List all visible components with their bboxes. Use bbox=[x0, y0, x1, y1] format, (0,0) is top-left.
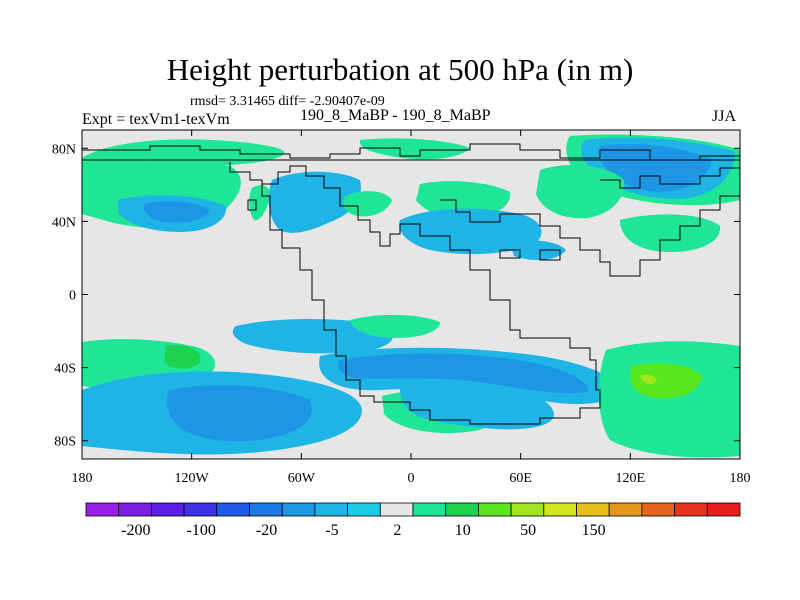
colorbar-swatch bbox=[477, 502, 512, 517]
colorbar-swatch bbox=[445, 502, 479, 517]
colorbar-swatch bbox=[641, 502, 676, 517]
colorbar: -200 -100 -20 -5 2 10 50 150 bbox=[85, 502, 741, 539]
contour-green-s-atlantic bbox=[350, 314, 440, 338]
colorbar-label: -20 bbox=[256, 522, 277, 539]
colorbar-swatch bbox=[118, 502, 152, 517]
contour-green2-australia bbox=[630, 363, 702, 399]
x-tick-label: 180 bbox=[72, 471, 93, 486]
contour-blue-south-band bbox=[232, 319, 393, 354]
colorbar-swatch bbox=[706, 502, 741, 517]
contour-green-europe bbox=[343, 191, 392, 217]
colorbar-swatch bbox=[674, 502, 708, 517]
x-tick-label: 0 bbox=[408, 471, 415, 486]
case-label: 190_8_MaBP - 190_8_MaBP bbox=[300, 107, 491, 124]
contour-blue2-npacific bbox=[143, 201, 210, 223]
colorbar-swatch bbox=[249, 502, 283, 517]
y-tick-label: 80N bbox=[52, 142, 76, 157]
y-tick-label: 0 bbox=[69, 289, 76, 304]
contour-green-n-america bbox=[249, 185, 271, 221]
x-tick-label: 60E bbox=[509, 471, 532, 486]
colorbar-label: 2 bbox=[393, 522, 401, 539]
x-tick-label: 60W bbox=[288, 471, 316, 486]
longitude-ticks: 180 120W 60W 0 60E 120E 180 bbox=[72, 130, 751, 486]
stats-label: rmsd= 3.31465 diff= -2.90407e-09 bbox=[190, 94, 385, 109]
x-tick-label: 120W bbox=[175, 471, 210, 486]
colorbar-swatch bbox=[216, 502, 250, 517]
map-panel: 180 120W 60W 0 60E 120E 180 80N 40N 0 40S 80S bbox=[52, 129, 751, 486]
colorbar-label: 10 bbox=[455, 522, 471, 539]
y-tick-label: 40S bbox=[54, 362, 76, 377]
colorbar-swatch bbox=[543, 502, 577, 517]
x-tick-label: 180 bbox=[730, 471, 751, 486]
colorbar-swatch bbox=[85, 502, 120, 517]
x-tick-label: 120E bbox=[616, 471, 646, 486]
contour-blue-small-asia bbox=[510, 240, 566, 260]
contour-green-east-asia bbox=[536, 165, 625, 219]
contour-green-polar-mid bbox=[359, 138, 470, 160]
contour-blue2-south-indian bbox=[337, 353, 589, 394]
plot-title: Height perturbation at 500 hPa (in m) bbox=[166, 52, 634, 87]
colorbar-swatch bbox=[314, 502, 348, 517]
y-tick-label: 80S bbox=[54, 435, 76, 450]
colorbar-swatch bbox=[347, 502, 381, 517]
colorbar-swatch bbox=[608, 502, 643, 517]
colorbar-label: -200 bbox=[121, 522, 150, 539]
contour-blue2-south-wide bbox=[166, 385, 312, 442]
latitude-ticks: 80N 40N 0 40S 80S bbox=[52, 142, 740, 450]
contour-yellow-australia bbox=[640, 374, 657, 384]
contour-green2-south-pacific bbox=[164, 344, 201, 369]
colorbar-swatch bbox=[183, 502, 218, 517]
contour-green-central-asia bbox=[416, 181, 511, 219]
contour-blue2-arctic-ne bbox=[600, 143, 712, 192]
colorbar-swatch bbox=[379, 502, 414, 517]
colorbar-label: -100 bbox=[187, 522, 216, 539]
colorbar-label: 150 bbox=[582, 522, 606, 539]
colorbar-swatch bbox=[150, 502, 185, 517]
y-tick-label: 40N bbox=[52, 215, 76, 230]
colorbar-label: -5 bbox=[325, 522, 338, 539]
colorbar-swatch bbox=[281, 502, 316, 517]
contour-fields bbox=[82, 134, 740, 458]
contour-blue-south-atlantic bbox=[400, 383, 554, 430]
season-label: JJA bbox=[712, 108, 737, 125]
continent-outline bbox=[82, 143, 740, 425]
colorbar-swatch bbox=[576, 502, 610, 517]
colorbar-swatch bbox=[510, 502, 545, 517]
contour-blue-asia-band bbox=[399, 208, 542, 255]
experiment-label: Expt = texVm1-texVm bbox=[82, 111, 230, 128]
colorbar-label: 50 bbox=[520, 522, 536, 539]
contour-blue-north-atlantic bbox=[268, 171, 361, 233]
contour-green-australia bbox=[598, 341, 740, 458]
colorbar-swatch bbox=[412, 502, 447, 517]
contour-green-nw-pacific bbox=[620, 214, 721, 252]
